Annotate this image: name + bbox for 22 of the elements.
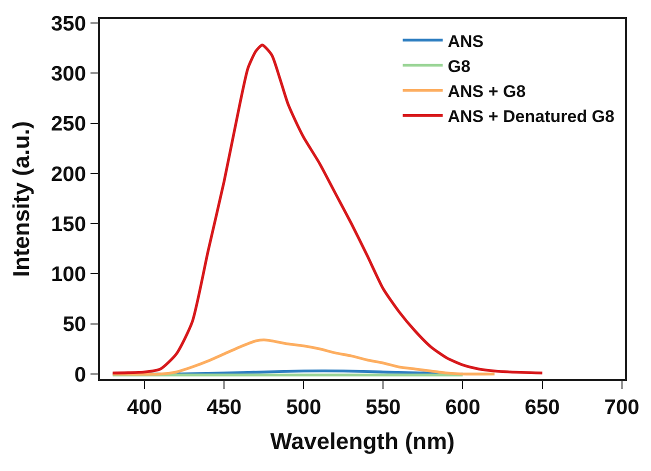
y-tick-label: 250 <box>51 112 86 136</box>
y-tick-label: 200 <box>51 162 86 186</box>
x-tick-label: 450 <box>206 396 242 419</box>
legend-label: ANS + Denatured G8 <box>448 107 614 126</box>
legend-label: ANS <box>448 32 484 51</box>
x-tick-label: 400 <box>127 396 162 419</box>
legend-label: G8 <box>448 56 470 76</box>
legend-label: ANS + G8 <box>448 82 526 101</box>
x-tick-label: 700 <box>604 396 640 419</box>
x-axis-title: Wavelength (nm) <box>270 428 455 454</box>
x-tick-label: 600 <box>445 396 480 419</box>
x-tick-label: 550 <box>366 396 401 419</box>
y-tick-label: 100 <box>51 263 86 286</box>
y-tick-label: 50 <box>62 313 86 336</box>
y-tick-label: 0 <box>74 363 86 386</box>
y-tick-label: 350 <box>51 12 86 36</box>
y-tick-label: 150 <box>51 212 86 236</box>
line-series <box>111 338 496 376</box>
y-tick-label: 300 <box>51 62 86 86</box>
x-tick-label: 500 <box>286 396 322 419</box>
x-tick-label: 650 <box>524 396 560 419</box>
y-axis-title: Intensity (a.u.) <box>8 121 34 277</box>
